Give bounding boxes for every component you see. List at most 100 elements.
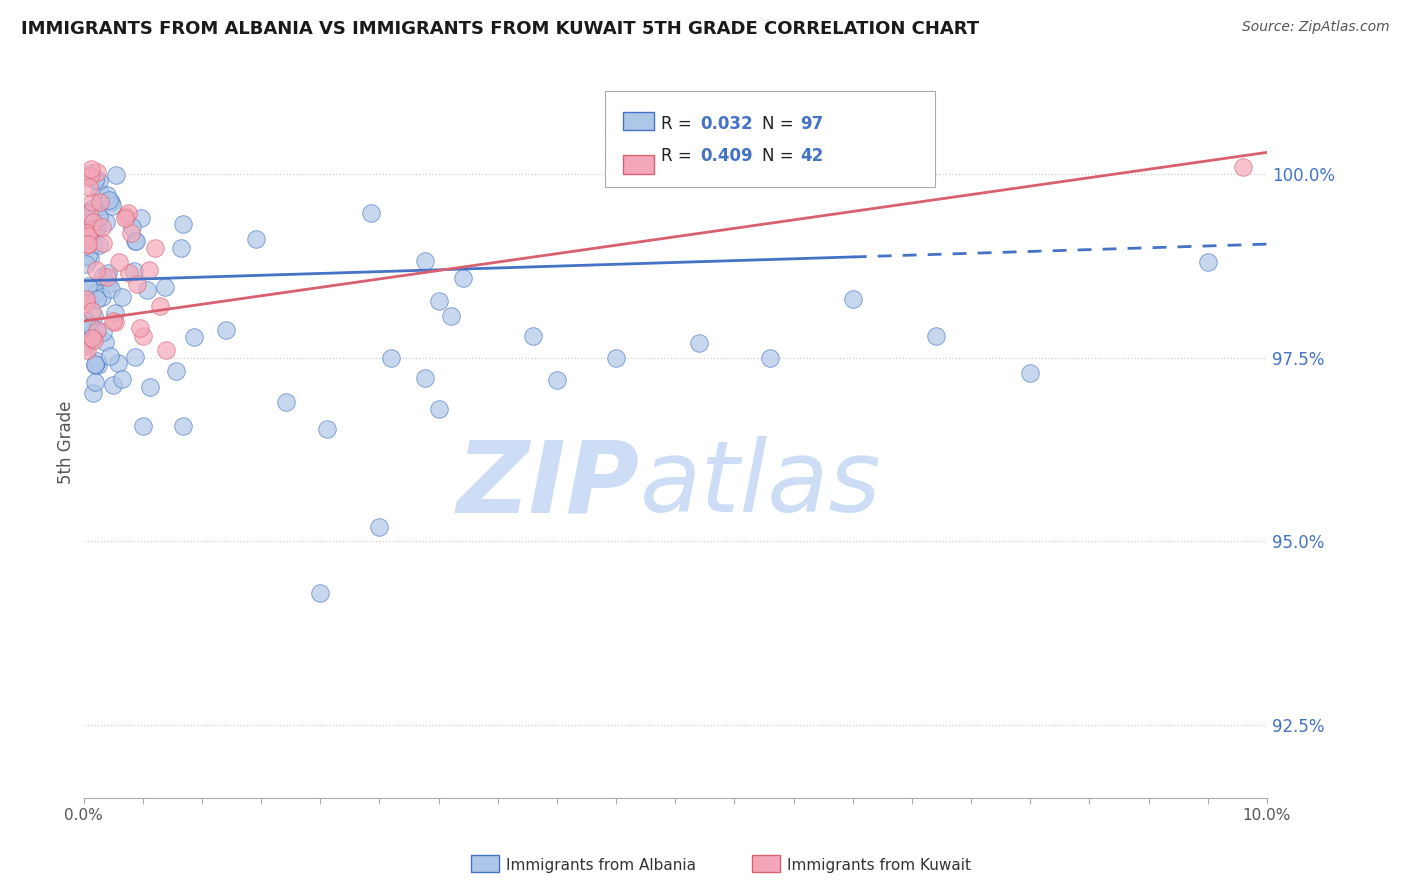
- Point: [427, 294, 450, 309]
- Point: [97, 266, 120, 280]
- Point: [172, 217, 194, 231]
- Point: [924, 328, 946, 343]
- Point: [759, 351, 782, 365]
- Point: [94, 335, 117, 350]
- Point: [605, 351, 627, 365]
- Point: [83, 310, 105, 324]
- Point: [75, 339, 97, 353]
- Text: Immigrants from Albania: Immigrants from Albania: [506, 858, 696, 872]
- Point: [80, 166, 103, 180]
- Text: 42: 42: [800, 147, 824, 165]
- Point: [89, 237, 111, 252]
- Point: [153, 280, 176, 294]
- Point: [86, 323, 108, 337]
- Point: [76, 249, 98, 263]
- Point: [84, 172, 107, 186]
- Point: [86, 165, 108, 179]
- Text: N =: N =: [762, 147, 799, 165]
- Point: [97, 193, 120, 207]
- Point: [75, 257, 97, 271]
- Point: [104, 306, 127, 320]
- Point: [86, 285, 108, 300]
- Point: [170, 241, 193, 255]
- Point: [104, 168, 127, 182]
- Point: [440, 309, 463, 323]
- Point: [111, 372, 134, 386]
- Point: [80, 194, 103, 209]
- Point: [87, 219, 110, 233]
- Point: [84, 173, 107, 187]
- Point: [75, 206, 97, 220]
- Point: [90, 290, 112, 304]
- Point: [75, 336, 97, 351]
- Point: [101, 378, 124, 392]
- Point: [91, 268, 114, 283]
- Point: [79, 169, 101, 183]
- Point: [82, 201, 104, 215]
- Point: [75, 296, 97, 310]
- Point: [84, 359, 107, 373]
- Point: [100, 194, 122, 209]
- Point: [172, 419, 194, 434]
- Point: [121, 220, 143, 235]
- Point: [522, 328, 544, 343]
- Point: [75, 314, 97, 328]
- Point: [76, 229, 98, 244]
- Text: R =: R =: [661, 147, 697, 165]
- Point: [82, 224, 104, 238]
- Point: [83, 334, 105, 348]
- Point: [107, 356, 129, 370]
- Text: Source: ZipAtlas.com: Source: ZipAtlas.com: [1241, 20, 1389, 34]
- Point: [155, 343, 177, 358]
- Point: [76, 205, 98, 219]
- Point: [1232, 160, 1254, 174]
- Point: [129, 321, 152, 335]
- Point: [131, 328, 153, 343]
- Point: [108, 255, 131, 269]
- Point: [77, 293, 100, 307]
- Point: [80, 331, 103, 345]
- Point: [83, 375, 105, 389]
- Point: [101, 199, 124, 213]
- Point: [245, 232, 267, 246]
- Point: [80, 222, 103, 236]
- Point: [77, 180, 100, 194]
- Point: [79, 251, 101, 265]
- Point: [77, 237, 100, 252]
- Point: [87, 358, 110, 372]
- Point: [80, 202, 103, 217]
- Point: [79, 282, 101, 296]
- Point: [115, 209, 138, 223]
- Point: [86, 292, 108, 306]
- Point: [380, 351, 402, 366]
- Point: [82, 385, 104, 400]
- Point: [316, 422, 339, 436]
- Point: [84, 358, 107, 372]
- Point: [413, 254, 436, 268]
- Point: [118, 266, 141, 280]
- Point: [111, 290, 134, 304]
- Text: R =: R =: [661, 115, 697, 133]
- Point: [77, 211, 100, 225]
- Point: [309, 585, 332, 599]
- Point: [165, 364, 187, 378]
- Point: [114, 211, 136, 226]
- Text: 97: 97: [800, 115, 824, 133]
- Point: [129, 211, 152, 226]
- Point: [139, 380, 162, 394]
- Point: [91, 235, 114, 250]
- Text: N =: N =: [762, 115, 799, 133]
- Point: [75, 206, 97, 220]
- Point: [80, 303, 103, 318]
- Point: [688, 336, 710, 351]
- Point: [124, 350, 146, 364]
- Point: [75, 170, 97, 185]
- Point: [89, 186, 111, 200]
- Point: [96, 214, 118, 228]
- Point: [117, 205, 139, 219]
- Point: [80, 319, 103, 334]
- Point: [82, 237, 104, 252]
- Point: [132, 419, 155, 434]
- Point: [87, 206, 110, 220]
- Point: [841, 292, 863, 306]
